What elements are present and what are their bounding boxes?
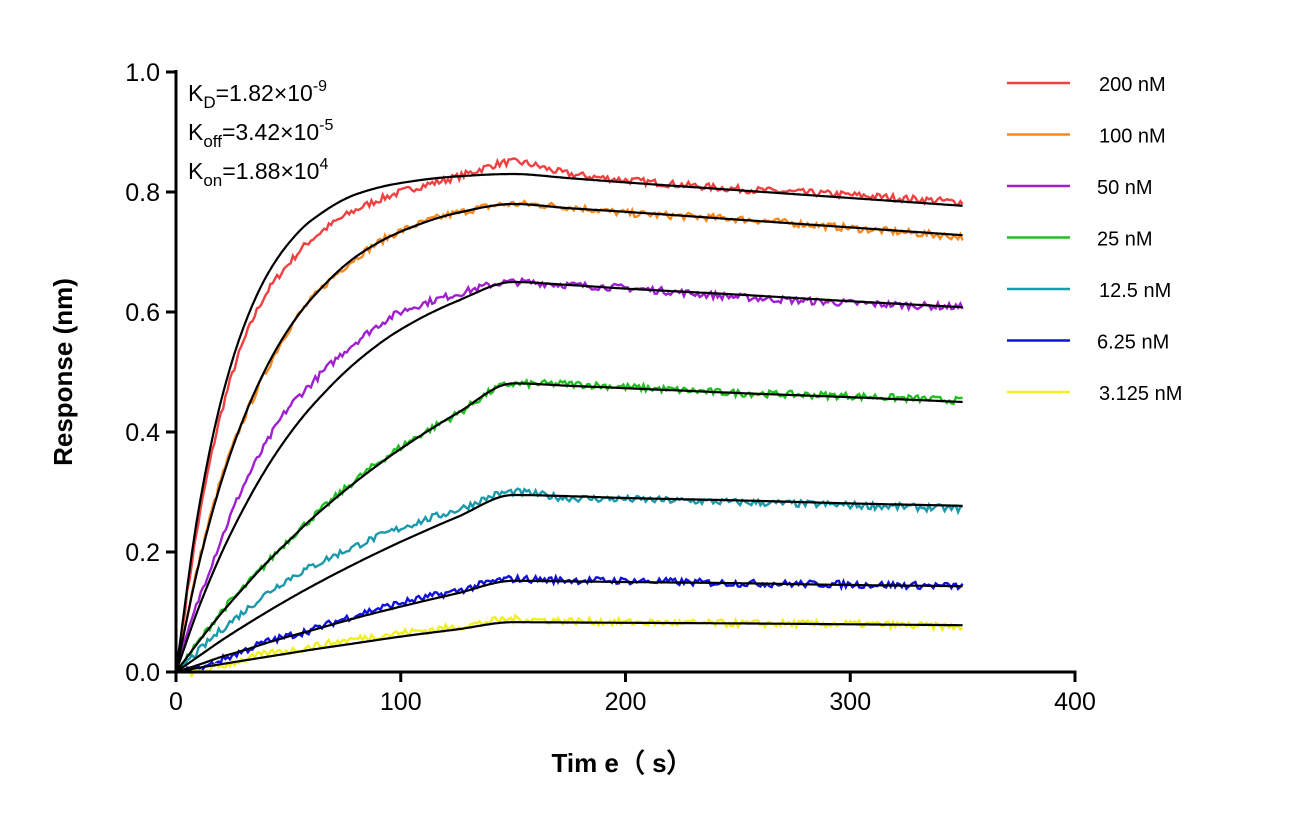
fit-line-12-5-nM xyxy=(175,493,963,673)
x-axis-label: Tim e（ s） xyxy=(551,748,692,778)
y-tick-label: 1.0 xyxy=(125,59,160,87)
x-tick-label: 400 xyxy=(1054,688,1096,716)
fit-line-50-nM xyxy=(174,280,963,673)
legend-label: 12.5 nM xyxy=(1099,280,1171,302)
kinetic-constant-on: Kon=1.88×104 xyxy=(188,156,328,190)
fit-line-200-nM xyxy=(174,172,963,673)
y-tick-label: 0.2 xyxy=(125,539,160,567)
legend-label: 200 nM xyxy=(1099,74,1166,96)
x-tick-label: 300 xyxy=(829,688,871,716)
x-tick-label: 0 xyxy=(169,688,183,716)
legend-item: 3.125 nM xyxy=(1007,383,1182,405)
legend-item: 200 nM xyxy=(1007,74,1166,96)
legend-item: 100 nM xyxy=(1007,126,1166,148)
y-tick-label: 0.0 xyxy=(125,659,160,687)
legend-label: 100 nM xyxy=(1099,126,1166,148)
legend-item: 50 nM xyxy=(1007,177,1153,199)
series-line-25-nM xyxy=(175,377,963,673)
y-tick-label: 0.8 xyxy=(125,179,160,207)
y-axis-label: Response (nm) xyxy=(48,278,78,466)
legend: 200 nM 100 nM 50 nM 25 nM 12.5 nM 6.25 nM 3.12… xyxy=(1007,74,1182,405)
plot-area xyxy=(174,157,964,679)
legend-label: 3.125 nM xyxy=(1099,383,1182,405)
series-line-100-nM xyxy=(174,199,964,673)
kinetic-constant-off: Koff=3.42×10-5 xyxy=(188,117,333,151)
series-line-200-nM xyxy=(174,157,964,673)
fit-line-6-25-nM xyxy=(175,579,963,674)
legend-label: 25 nM xyxy=(1097,229,1153,251)
fit-line-25-nM xyxy=(175,382,963,673)
x-tick-label: 100 xyxy=(380,688,422,716)
axes: 0.0 0.2 0.4 0.6 0.8 1.0 0 100 200 300 400 xyxy=(125,59,1096,716)
y-tick-label: 0.6 xyxy=(125,299,160,327)
legend-item: 12.5 nM xyxy=(1007,280,1171,302)
legend-item: 25 nM xyxy=(1007,229,1153,251)
series-line-50-nM xyxy=(174,276,964,673)
fit-line-100-nM xyxy=(174,202,963,673)
kinetic-constant-D: KD=1.82×10-9 xyxy=(188,78,327,112)
legend-label: 50 nM xyxy=(1097,177,1153,199)
y-tick-label: 0.4 xyxy=(125,419,160,447)
legend-item: 6.25 nM xyxy=(1007,332,1169,354)
kinetic-constants: KD=1.82×10-9 Koff=3.42×10-5 Kon=1.88×104 xyxy=(188,78,333,190)
legend-label: 6.25 nM xyxy=(1097,332,1169,354)
fit-line-3-125-nM xyxy=(175,621,963,674)
x-tick-label: 200 xyxy=(605,688,647,716)
